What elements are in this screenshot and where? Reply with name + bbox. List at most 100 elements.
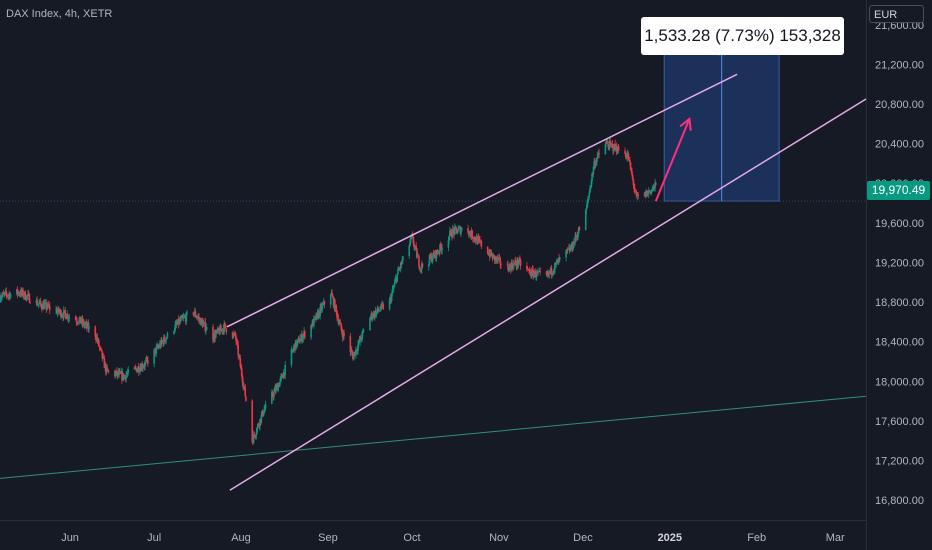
candle-body [126,372,129,375]
candle-body [173,330,176,332]
candle-body [37,303,40,305]
candle-body [518,258,520,264]
candle-body [369,316,372,319]
candle-body [62,310,65,318]
candle-body [527,269,530,270]
candle-body [3,293,6,295]
candle-body [571,243,574,250]
candle-body [361,331,364,340]
candle-body [292,350,294,352]
candle-body [508,264,511,272]
candle-body [635,190,637,195]
candle-body [456,229,458,234]
candle-body [76,321,78,323]
candle-body [630,169,633,172]
candle-body [161,339,163,342]
candle-body [83,321,85,326]
candle-body [6,294,8,296]
candle-body [624,153,627,158]
candle-body [224,324,227,329]
candle-body [592,167,595,174]
candle-body [155,347,158,354]
candle-body [242,382,244,387]
candle-body [497,258,499,261]
x-tick-label: Sep [318,532,338,544]
candle-body [100,347,102,350]
candle-body [290,349,293,366]
candle-body [356,350,359,352]
candle-body [533,274,535,277]
candle-body [392,286,395,289]
candle-body [362,330,364,332]
x-tick-label: Oct [403,532,420,544]
candle-body [512,263,515,269]
candle-body [588,193,591,197]
candle-body [257,424,260,426]
candle-body [609,141,612,143]
candle-body [589,188,591,194]
candle-body [486,246,489,254]
candle-body [529,271,532,276]
candle-body [182,317,184,319]
candle-body [535,271,538,277]
candle-body [185,312,188,322]
candle-body [315,312,318,320]
candle-body [240,368,243,376]
candle-body [260,414,263,423]
candle-body [301,334,303,342]
projection-arrow-shaft [654,118,691,202]
candle-body [175,322,178,325]
candle-body [301,338,304,342]
candle-body [76,322,79,324]
candle-body [103,358,106,368]
candle-body [107,370,110,372]
candle-body [517,263,520,266]
candle-body [60,310,62,318]
candle-body [460,227,463,231]
candle-body [186,312,188,314]
candle-body [87,323,90,330]
candle-body [298,338,300,344]
candle-body [29,302,31,304]
candle-body [232,333,235,338]
projection-arrow-head [679,116,692,131]
candle-body [94,326,97,337]
candle-body [391,289,394,294]
candle-body [23,296,25,298]
candle-body [275,386,277,392]
candle-body [552,273,554,275]
candle-body [101,351,104,359]
candle-body [296,341,298,347]
candle-body [458,227,460,229]
currency-selector[interactable]: EUR [869,5,924,23]
candle-body [233,333,235,335]
candle-body [629,162,632,170]
candle-body [598,152,600,155]
candle-body [77,322,80,324]
candle-body [647,190,650,194]
candle-body [431,259,434,262]
candle-body [499,257,502,265]
candle-body [144,360,147,363]
candle-body [355,349,358,351]
candle-body [632,179,635,186]
candle-body [165,338,167,342]
candle-body [418,266,421,270]
candle-body [555,262,558,264]
candle-body [624,150,626,154]
candle-body [453,227,456,235]
candle-body [565,250,567,258]
candle-body [234,332,237,337]
candle-body [202,323,204,327]
candle-body [223,323,226,332]
candle-body [7,295,10,297]
candle-body [313,317,316,319]
candle-body [65,318,68,320]
candle-body [6,295,9,297]
candle-body [68,316,71,319]
candle-body [225,328,228,333]
candle-body [519,258,521,260]
candle-body [572,247,574,250]
